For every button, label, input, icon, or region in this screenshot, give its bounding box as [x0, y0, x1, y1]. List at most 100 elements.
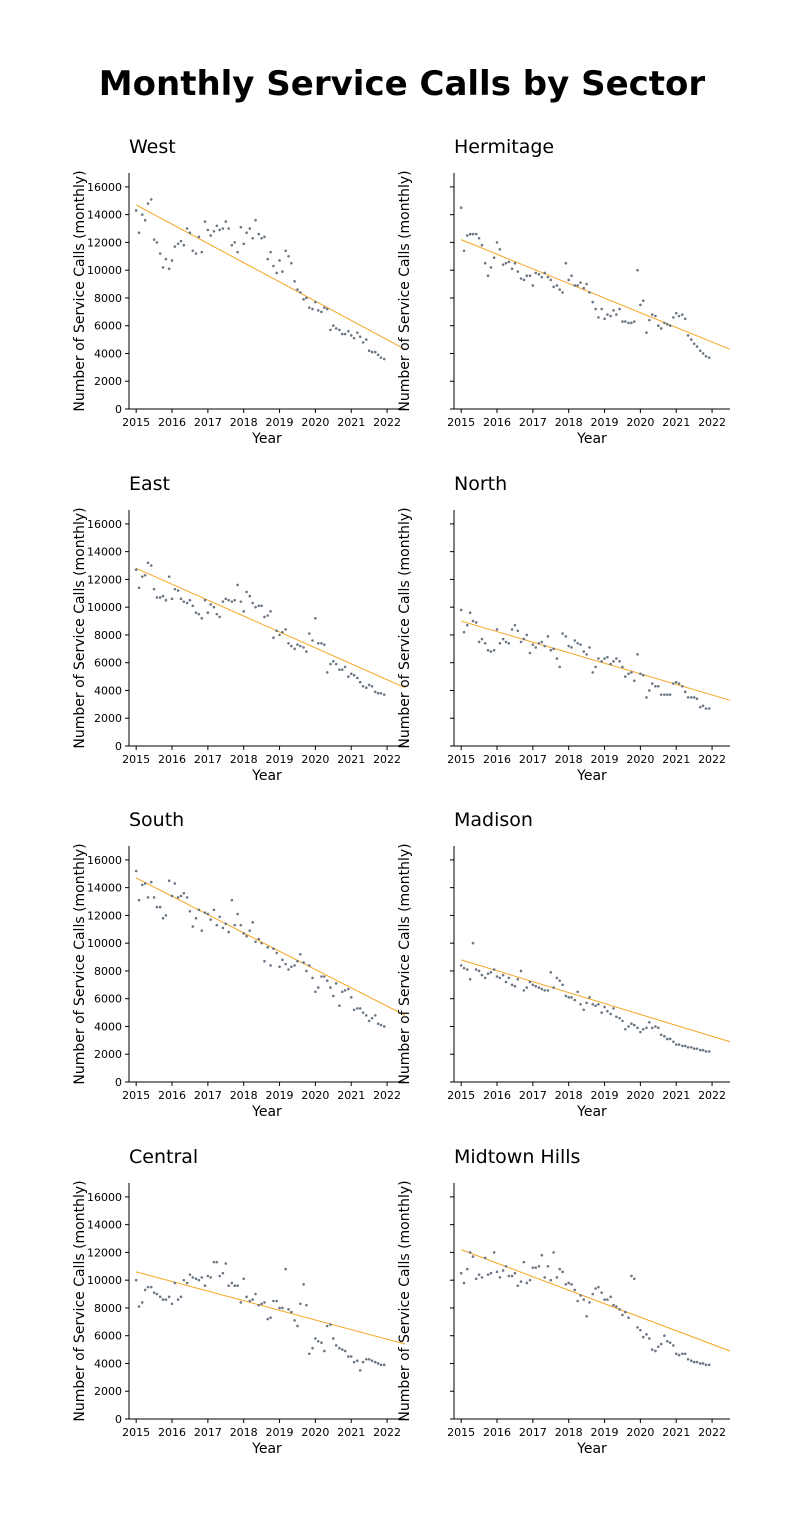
x-tick-label: 2018 [230, 416, 258, 429]
data-point [689, 338, 693, 341]
data-point [209, 603, 213, 606]
data-point [293, 647, 296, 651]
chart-central: Central 2015 2016 2017 2018 2019 2020 2021 2022 0… [72, 1146, 406, 1457]
data-point [501, 263, 505, 266]
data-point [558, 288, 562, 291]
y-tick-label: 6000 [94, 657, 122, 670]
data-point [143, 573, 147, 577]
data-point [609, 1012, 612, 1016]
data-point [314, 1337, 317, 1340]
data-point [248, 929, 252, 932]
data-point [212, 605, 216, 609]
data-point [290, 261, 293, 265]
data-point [230, 600, 234, 603]
data-point [155, 905, 159, 909]
x-tick-label: 2018 [555, 416, 583, 429]
data-point [149, 880, 153, 884]
y-axis-label: Number of Service Calls (monthly) [72, 1180, 88, 1421]
x-axis-label: Year [251, 768, 282, 784]
data-point [227, 598, 230, 602]
data-point [307, 632, 311, 635]
data-point [356, 1359, 359, 1362]
data-point [663, 321, 666, 325]
data-point [698, 349, 702, 352]
data-point [316, 1339, 320, 1343]
data-point [325, 671, 329, 674]
data-point [677, 314, 681, 318]
data-point [281, 1306, 284, 1310]
data-point [164, 598, 168, 602]
data-point [606, 655, 609, 659]
x-tick-label: 2018 [555, 753, 583, 766]
data-point [347, 675, 350, 678]
data-point [296, 959, 299, 963]
data-point [468, 1251, 472, 1254]
data-point [191, 1276, 195, 1279]
data-point [594, 665, 597, 669]
data-point [692, 1047, 696, 1050]
data-point [206, 611, 210, 615]
data-point [576, 284, 579, 287]
data-point [546, 1264, 550, 1268]
data-point [531, 643, 535, 646]
data-point [657, 685, 660, 688]
data-point [376, 691, 380, 695]
data-point [230, 1281, 234, 1285]
trend-line [461, 959, 731, 1043]
data-point [266, 946, 270, 949]
data-point [329, 1323, 332, 1326]
data-point [657, 1345, 660, 1349]
x-tick-label: 2017 [519, 1089, 547, 1102]
y-tick-label: 2000 [94, 1048, 122, 1061]
data-point [707, 707, 711, 710]
data-point [314, 616, 317, 620]
data-point [459, 1271, 463, 1275]
y-tick-label: 12000 [87, 236, 122, 249]
data-point [668, 324, 672, 328]
data-point [137, 231, 141, 234]
data-point [615, 1015, 618, 1019]
data-point [618, 1308, 621, 1311]
data-point [218, 1274, 221, 1278]
x-tick-label: 2021 [337, 416, 365, 429]
trend-line [136, 1271, 406, 1345]
data-point [287, 1308, 290, 1311]
x-tick-label: 2015 [122, 1089, 150, 1102]
x-tick-label: 2015 [447, 1089, 475, 1102]
x-tick-label: 2019 [266, 753, 294, 766]
data-point [645, 696, 648, 699]
data-point [665, 323, 669, 326]
data-point [236, 912, 239, 916]
data-point [275, 629, 278, 633]
data-point [197, 612, 201, 616]
data-point [618, 1016, 621, 1020]
data-point [558, 979, 562, 982]
data-point [236, 583, 239, 587]
data-point [564, 1283, 568, 1286]
data-point [573, 639, 577, 642]
data-point [140, 213, 144, 216]
data-point [498, 248, 502, 251]
data-point [701, 1362, 705, 1365]
data-point [477, 1273, 481, 1276]
y-tick-label: 14000 [87, 209, 122, 222]
data-point [543, 989, 546, 992]
data-point [486, 648, 490, 652]
data-point [376, 1362, 380, 1365]
data-point [287, 641, 290, 645]
x-tick-label: 2016 [158, 753, 186, 766]
data-point [546, 989, 550, 992]
data-point [343, 989, 347, 992]
data-point [648, 318, 651, 322]
data-point [152, 587, 156, 591]
x-tick-label: 2022 [373, 416, 401, 429]
data-point [683, 690, 687, 694]
data-point [510, 983, 514, 987]
data-point [707, 356, 711, 359]
data-point [689, 1045, 693, 1049]
x-tick-label: 2022 [373, 1426, 401, 1439]
data-point [636, 653, 639, 656]
data-point [654, 685, 657, 688]
data-point [618, 660, 621, 663]
data-point [606, 1298, 609, 1301]
